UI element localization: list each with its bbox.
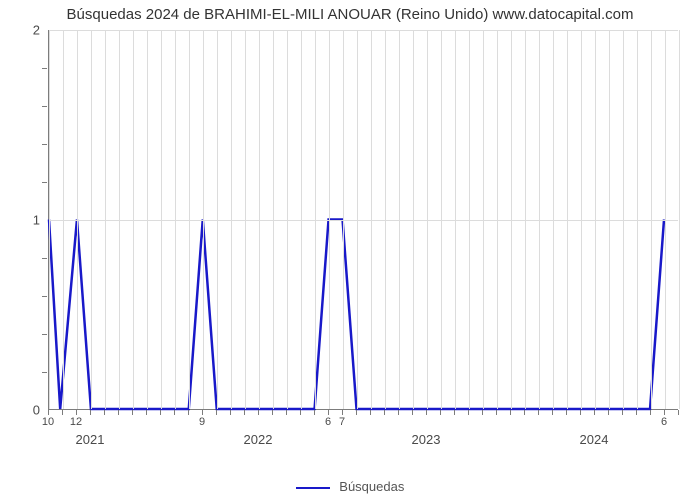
x-tick (468, 410, 469, 415)
y-minor-tick (42, 296, 47, 297)
y-minor-tick (42, 106, 47, 107)
x-tick (580, 410, 581, 415)
y-minor-tick (42, 372, 47, 373)
x-year-label: 2023 (412, 432, 441, 447)
plot-area (48, 30, 678, 410)
x-tick (426, 410, 427, 415)
x-tick (440, 410, 441, 415)
y-minor-tick (42, 334, 47, 335)
legend-swatch (296, 487, 330, 489)
x-year-label: 2022 (244, 432, 273, 447)
x-tick (608, 410, 609, 415)
x-tick (552, 410, 553, 415)
x-tick (146, 410, 147, 415)
x-tick (482, 410, 483, 415)
x-tick (496, 410, 497, 415)
legend-label: Búsquedas (339, 479, 404, 494)
chart-title: Búsquedas 2024 de BRAHIMI-EL-MILI ANOUAR… (0, 6, 700, 23)
x-tick (594, 410, 595, 415)
x-tick (62, 410, 63, 415)
x-tick (202, 410, 203, 415)
x-month-label: 7 (339, 416, 345, 428)
x-tick (132, 410, 133, 415)
x-year-label: 2021 (76, 432, 105, 447)
x-tick (216, 410, 217, 415)
x-tick (48, 410, 49, 415)
x-tick (230, 410, 231, 415)
x-tick (370, 410, 371, 415)
gridline-vertical (679, 30, 680, 409)
y-minor-tick (42, 182, 47, 183)
x-tick (174, 410, 175, 415)
searches-chart: Búsquedas 2024 de BRAHIMI-EL-MILI ANOUAR… (0, 0, 700, 500)
x-month-label: 10 (42, 416, 54, 428)
x-tick (566, 410, 567, 415)
x-year-label: 2024 (580, 432, 609, 447)
y-tick-label: 2 (10, 23, 40, 38)
gridline-horizontal (49, 30, 678, 31)
x-tick (272, 410, 273, 415)
x-tick (160, 410, 161, 415)
x-tick (622, 410, 623, 415)
x-tick (314, 410, 315, 415)
x-tick (454, 410, 455, 415)
x-tick (510, 410, 511, 415)
y-minor-tick (42, 68, 47, 69)
x-tick (118, 410, 119, 415)
x-tick (524, 410, 525, 415)
x-month-label: 9 (199, 416, 205, 428)
x-tick (398, 410, 399, 415)
x-month-label: 12 (70, 416, 82, 428)
y-minor-tick (42, 144, 47, 145)
gridline-horizontal (49, 220, 678, 221)
x-tick (90, 410, 91, 415)
x-tick (286, 410, 287, 415)
x-tick (342, 410, 343, 415)
x-tick (384, 410, 385, 415)
x-tick (104, 410, 105, 415)
y-tick-label: 1 (10, 213, 40, 228)
x-tick (300, 410, 301, 415)
x-tick (636, 410, 637, 415)
y-minor-tick (42, 258, 47, 259)
x-tick (650, 410, 651, 415)
x-tick (356, 410, 357, 415)
x-tick (412, 410, 413, 415)
x-tick (258, 410, 259, 415)
x-month-label: 6 (325, 416, 331, 428)
x-tick (664, 410, 665, 415)
x-tick (76, 410, 77, 415)
y-tick-label: 0 (10, 403, 40, 418)
x-tick (678, 410, 679, 415)
x-tick (328, 410, 329, 415)
x-tick (188, 410, 189, 415)
x-tick (538, 410, 539, 415)
x-month-label: 6 (661, 416, 667, 428)
legend: Búsquedas (0, 479, 700, 494)
x-tick (244, 410, 245, 415)
